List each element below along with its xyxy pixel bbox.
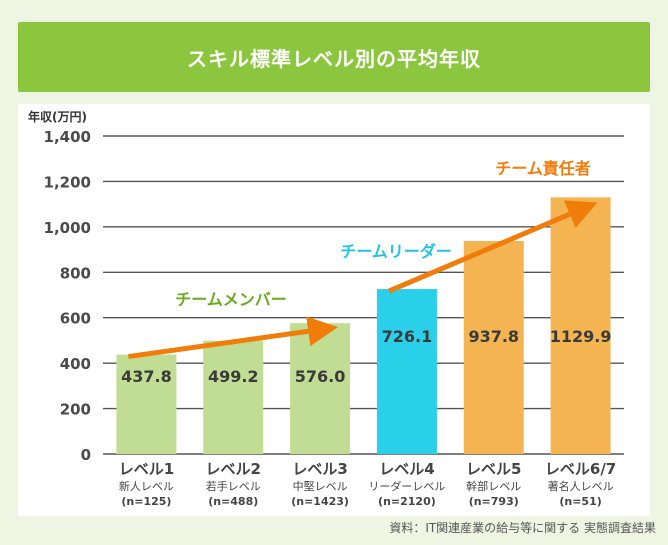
y-tick-label: 1,000	[44, 219, 91, 237]
y-tick-label: 1,400	[44, 128, 91, 146]
bar-value-label: 499.2	[208, 367, 259, 386]
x-tick-label: レベル3	[292, 460, 347, 478]
trend-arrow	[387, 200, 598, 294]
y-tick-label: 400	[60, 355, 91, 373]
source-note: 資料：IT関連産業の給与等に関する 実態調査結果	[389, 521, 656, 535]
bar-chart: 年収(万円) 0 200 400 600 800 1,000 1,200 1,400 437.8 レ…	[28, 109, 624, 508]
x-tick-count: (n=1423)	[291, 495, 349, 508]
y-axis-label: 年収(万円)	[28, 109, 87, 124]
x-tick-sublabel: 著名人レベル	[548, 479, 614, 493]
bar-value-label: 937.8	[468, 327, 519, 346]
x-tick-count: (n=125)	[121, 495, 171, 508]
x-tick-sublabel: 幹部レベル	[466, 479, 521, 493]
x-tick-label: レベル2	[206, 460, 261, 478]
bar-value-label: 726.1	[382, 327, 433, 346]
y-tick-label: 0	[81, 446, 91, 464]
x-tick-count: (n=488)	[208, 495, 258, 508]
bar	[290, 323, 351, 454]
bar-value-label: 576.0	[295, 367, 346, 386]
group-label: チームリーダー	[340, 242, 452, 261]
chart-panel: 年収(万円) 0 200 400 600 800 1,000 1,200 1,400 437.8 レ…	[18, 104, 650, 516]
bar-value-label: 1129.9	[550, 327, 612, 346]
x-tick-sublabel: 若手レベル	[206, 479, 261, 493]
bar	[203, 340, 264, 454]
group-label: チーム責任者	[495, 159, 591, 178]
x-tick-label: レベル4	[379, 460, 434, 478]
x-tick-count: (n=2120)	[378, 495, 436, 508]
x-tick-count: (n=51)	[559, 495, 601, 508]
bar-value-label: 437.8	[121, 367, 172, 386]
y-tick-label: 800	[60, 264, 91, 282]
x-tick-label: レベル5	[466, 460, 521, 478]
x-tick-sublabel: 新人レベル	[119, 479, 174, 493]
y-tick-label: 200	[60, 401, 91, 419]
bar	[116, 354, 177, 454]
x-tick-sublabel: 中堅レベル	[293, 480, 348, 493]
trend-arrow	[128, 316, 338, 360]
x-tick-label: レベル1	[119, 460, 174, 478]
bar	[550, 197, 611, 454]
x-tick-label: レベル6/7	[545, 460, 616, 478]
y-tick-label: 600	[60, 310, 91, 328]
bar	[376, 289, 437, 454]
group-label: チームメンバー	[175, 290, 287, 309]
x-tick-count: (n=793)	[469, 495, 519, 508]
y-tick-label: 1,200	[44, 173, 91, 191]
x-tick-sublabel: リーダーレベル	[368, 479, 445, 493]
chart-title: スキル標準レベル別の平均年収	[18, 22, 650, 92]
bar	[463, 240, 524, 454]
